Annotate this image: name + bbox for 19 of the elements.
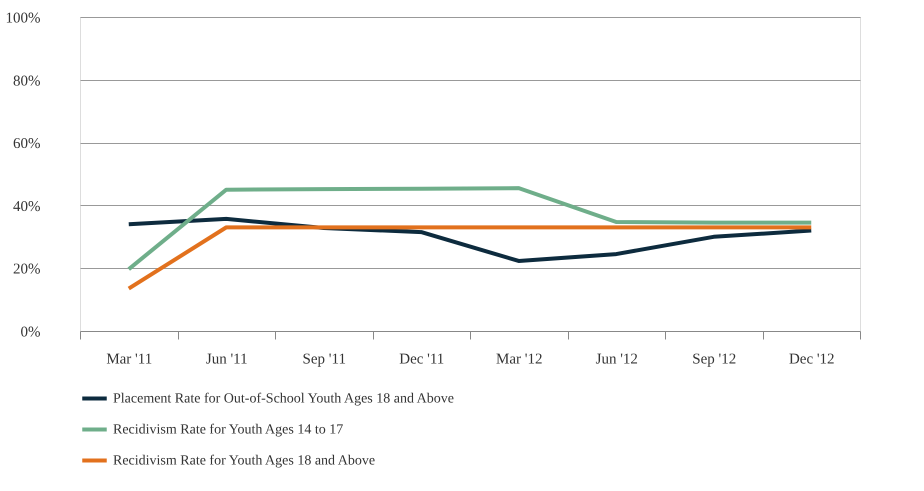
x-tick-label: Mar '11: [106, 352, 152, 368]
legend-label: Recidivism Rate for Youth Ages 14 to 17: [113, 422, 344, 438]
y-tick-label: 100%: [6, 10, 40, 26]
x-tick-label: Jun '12: [596, 352, 638, 368]
line-series: [126, 186, 814, 272]
legend-label: Recidivism Rate for Youth Ages 18 and Above: [113, 454, 376, 468]
x-tick-label: Dec '11: [399, 352, 444, 368]
x-tick-label: Mar '12: [496, 352, 542, 368]
line-series: [126, 216, 814, 263]
x-tick-label: Jun '11: [206, 352, 248, 368]
y-tick-label: 80%: [13, 73, 40, 90]
x-tick-label: Dec '12: [788, 352, 835, 368]
y-tick-label: 40%: [13, 198, 40, 215]
x-tick-label: Sep '12: [692, 352, 736, 368]
y-tick-label: 20%: [13, 262, 40, 278]
x-tick-label: Sep '11: [302, 352, 346, 368]
y-tick-label: 0%: [20, 324, 40, 340]
y-tick-label: 60%: [13, 136, 40, 152]
legend-label: Placement Rate for Out-of-School Youth Ages 18 and Above: [113, 392, 454, 406]
